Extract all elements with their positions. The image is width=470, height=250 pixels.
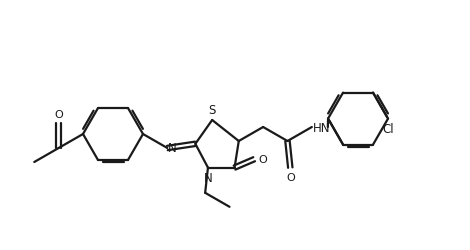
Text: Cl: Cl xyxy=(382,122,394,136)
Text: O: O xyxy=(286,172,295,182)
Text: N: N xyxy=(168,142,177,155)
Text: HN: HN xyxy=(313,121,330,134)
Text: N: N xyxy=(204,171,212,184)
Text: S: S xyxy=(209,104,216,117)
Text: O: O xyxy=(258,154,267,164)
Text: O: O xyxy=(54,109,63,119)
